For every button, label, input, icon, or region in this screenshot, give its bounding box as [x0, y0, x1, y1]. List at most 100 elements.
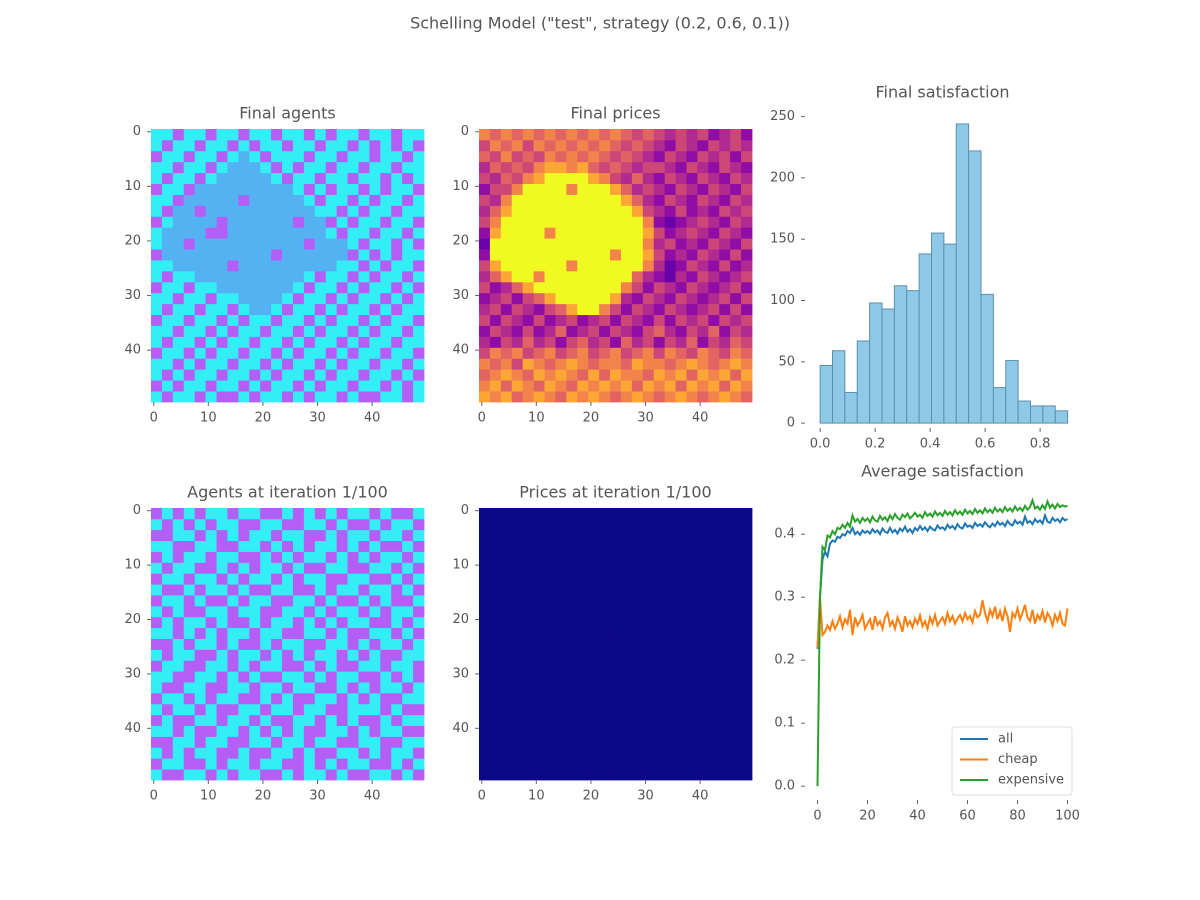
heatmap-cell — [358, 660, 370, 672]
heatmap-cell — [697, 205, 709, 217]
heatmap-cell — [610, 336, 622, 348]
heatmap-cell — [183, 725, 196, 737]
heatmap-cell — [183, 551, 196, 563]
heatmap-cell — [500, 238, 513, 250]
heatmap-cell — [566, 292, 578, 305]
heatmap-cell — [620, 758, 633, 770]
heatmap-cell — [347, 671, 359, 683]
heatmap-cell — [271, 551, 283, 563]
histogram-bar — [980, 293, 994, 424]
histogram-bar — [992, 387, 1007, 424]
heatmap-cell — [271, 562, 283, 574]
heatmap-cell — [708, 227, 720, 239]
heatmap-cell — [402, 172, 414, 184]
heatmap-cell — [610, 347, 622, 359]
heatmap-cell — [533, 129, 545, 141]
heatmap-cell — [631, 551, 644, 563]
heatmap-cell — [303, 660, 316, 672]
heatmap-cell — [719, 562, 731, 574]
heatmap-cell — [227, 671, 239, 683]
y-tick-label: 20 — [452, 233, 469, 248]
heatmap-cell — [479, 314, 491, 326]
heatmap-cell — [380, 325, 392, 337]
heatmap-cell — [369, 391, 381, 403]
y-tick-label: 30 — [452, 288, 469, 303]
heatmap-cell — [653, 692, 666, 705]
heatmap-cell — [183, 595, 196, 607]
heatmap-cell — [303, 573, 316, 585]
heatmap-cell — [577, 380, 589, 392]
heatmap-cell — [686, 595, 698, 607]
heatmap-cell — [260, 303, 272, 316]
heatmap-cell — [249, 183, 261, 195]
heatmap-cell — [686, 292, 698, 305]
heatmap-cell — [642, 529, 655, 542]
heatmap-cell — [741, 292, 753, 305]
heatmap-cell — [369, 551, 381, 563]
heatmap-cell — [194, 194, 206, 206]
heatmap-cell — [555, 129, 567, 141]
heatmap-cell — [500, 139, 513, 152]
heatmap-cell — [730, 638, 742, 650]
heatmap-cell — [325, 551, 338, 563]
heatmap-cell — [599, 369, 611, 381]
heatmap-cell — [686, 671, 698, 683]
heatmap-cell — [708, 172, 720, 184]
heatmap-cell — [205, 769, 217, 781]
heatmap-cell — [151, 205, 163, 217]
heatmap-cell — [194, 270, 206, 283]
heatmap-cell — [238, 769, 250, 781]
heatmap-cell — [500, 605, 513, 618]
heatmap-cell — [249, 194, 261, 206]
heatmap-cell — [292, 518, 305, 531]
y-tick-label: 40 — [452, 343, 469, 358]
heatmap-cell — [282, 380, 294, 392]
heatmap-cell — [675, 540, 687, 552]
heatmap-cell — [610, 540, 622, 552]
heatmap-cell — [686, 605, 698, 618]
heatmap-cell — [741, 682, 753, 694]
heatmap-cell — [522, 325, 534, 337]
heatmap-cell — [577, 573, 589, 585]
heatmap-cell — [183, 227, 196, 239]
heatmap-cell — [161, 649, 174, 661]
heatmap-cell — [642, 508, 655, 520]
heatmap-cell — [380, 508, 392, 520]
heatmap-cell — [391, 682, 403, 694]
heatmap-cell — [686, 682, 698, 694]
heatmap-cell — [325, 769, 338, 781]
heatmap-cell — [620, 325, 633, 337]
heatmap-cell — [533, 139, 545, 152]
heatmap-cell — [566, 314, 578, 326]
heatmap-cell — [566, 605, 578, 618]
heatmap-cell — [544, 747, 556, 759]
heatmap-cell — [708, 529, 720, 542]
heatmap-cell — [194, 380, 206, 392]
heatmap-cell — [249, 562, 261, 574]
heatmap-cell — [741, 347, 753, 359]
heatmap-cell — [205, 725, 217, 737]
heatmap-cell — [161, 172, 174, 184]
heatmap-cell — [260, 391, 272, 403]
heatmap-cell — [249, 238, 261, 250]
heatmap-cell — [292, 139, 305, 152]
heatmap-cell — [719, 216, 731, 228]
heatmap-cell — [719, 227, 731, 239]
heatmap-cell — [719, 660, 731, 672]
heatmap-cell — [282, 281, 294, 294]
legend-label: expensive — [998, 773, 1064, 788]
heatmap-cell — [249, 573, 261, 585]
heatmap-cell — [369, 347, 381, 359]
heatmap-cell — [653, 194, 666, 206]
heatmap-cell — [238, 562, 250, 574]
heatmap-cell — [151, 281, 163, 294]
heatmap-cell — [205, 616, 217, 629]
heatmap-cell — [249, 129, 261, 141]
heatmap-cell — [708, 649, 720, 661]
x-tick-label: 0.4 — [920, 437, 941, 452]
heatmap-cell — [610, 518, 622, 531]
heatmap-cell — [511, 584, 524, 596]
heatmap-cell — [544, 281, 556, 294]
y-tick-label: 30 — [452, 666, 469, 681]
heatmap-cell — [325, 139, 338, 152]
